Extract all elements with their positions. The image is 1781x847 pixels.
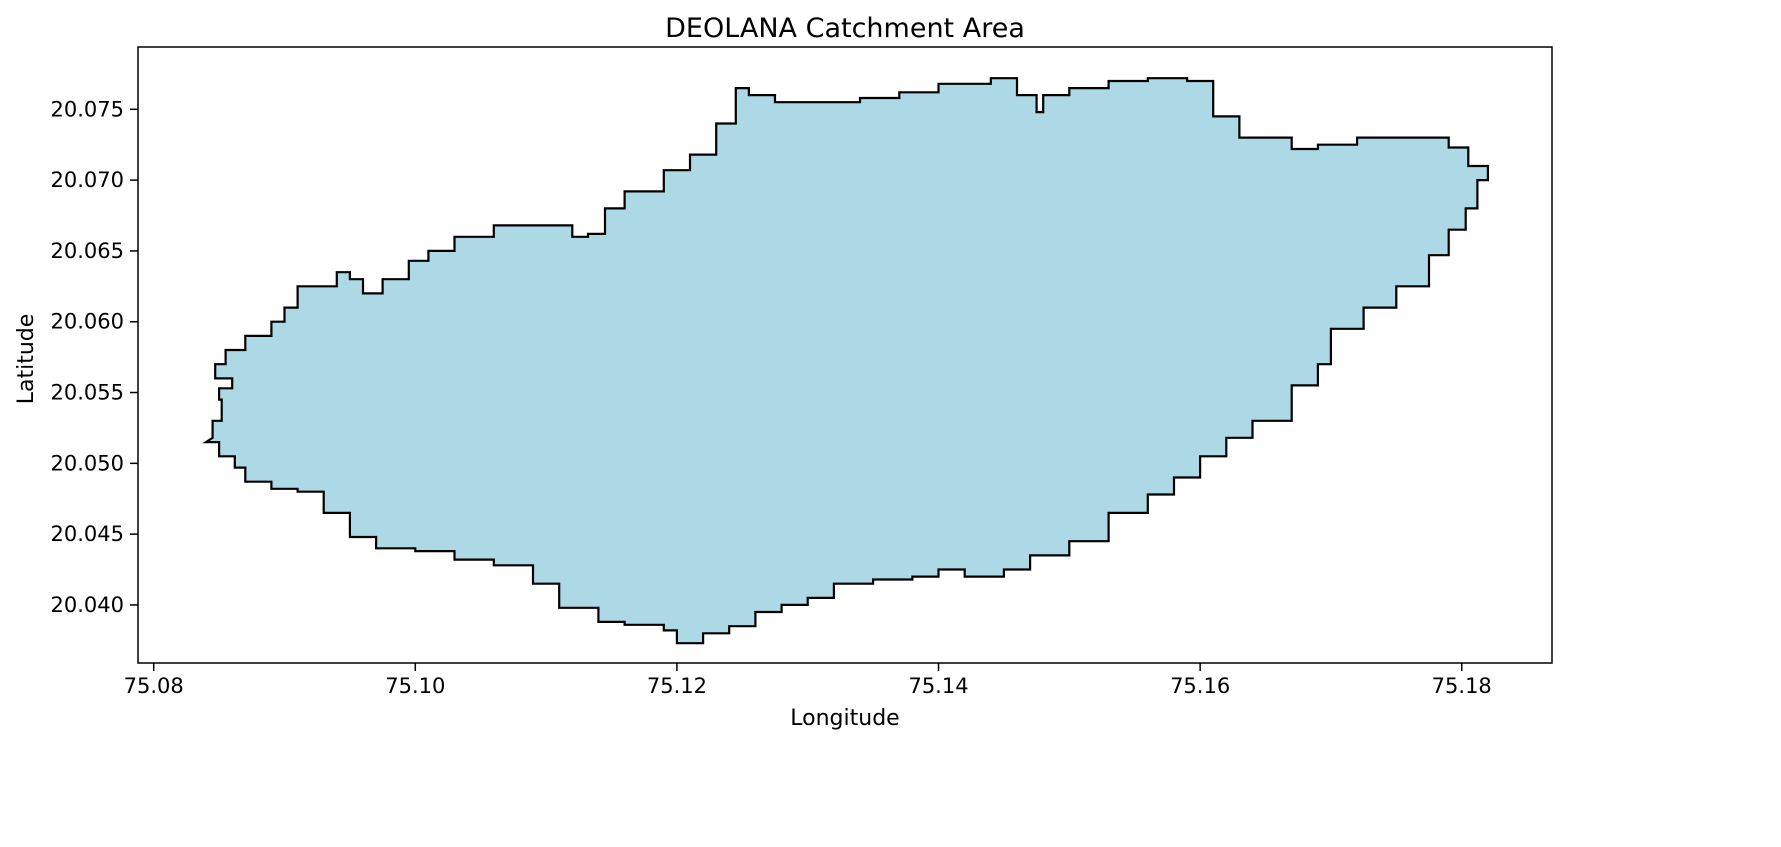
y-axis-ticks: 20.040 20.045 20.050 20.055 20.060 20.065 20.0… bbox=[51, 97, 138, 617]
y-tick-label: 20.065 bbox=[51, 239, 124, 263]
x-tick-label: 75.14 bbox=[908, 674, 968, 698]
x-axis-label: Longitude bbox=[790, 706, 899, 731]
y-tick-label: 20.045 bbox=[51, 522, 124, 546]
catchment-boundary bbox=[202, 77, 1489, 645]
x-tick-label: 75.12 bbox=[647, 674, 707, 698]
chart-title: DEOLANA Catchment Area bbox=[665, 13, 1025, 44]
x-tick-label: 75.16 bbox=[1170, 674, 1230, 698]
x-tick-label: 75.10 bbox=[385, 674, 445, 698]
y-tick-label: 20.050 bbox=[51, 451, 124, 475]
x-tick-label: 75.08 bbox=[124, 674, 184, 698]
y-axis-label: Latitude bbox=[14, 314, 39, 405]
x-tick-label: 75.18 bbox=[1432, 674, 1492, 698]
y-tick-label: 20.040 bbox=[51, 593, 124, 617]
plot-area bbox=[137, 46, 1553, 664]
y-tick-label: 20.055 bbox=[51, 381, 124, 405]
y-tick-label: 20.075 bbox=[51, 97, 124, 121]
axes-frame bbox=[137, 46, 1553, 664]
y-tick-label: 20.070 bbox=[51, 168, 124, 192]
x-axis-ticks: 75.08 75.10 75.12 75.14 75.16 75.18 bbox=[124, 663, 1492, 698]
y-tick-label: 20.060 bbox=[51, 310, 124, 334]
